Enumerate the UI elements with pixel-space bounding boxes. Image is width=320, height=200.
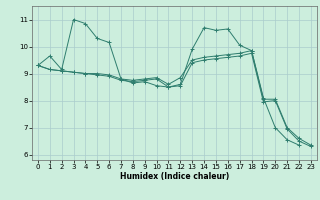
- X-axis label: Humidex (Indice chaleur): Humidex (Indice chaleur): [120, 172, 229, 181]
